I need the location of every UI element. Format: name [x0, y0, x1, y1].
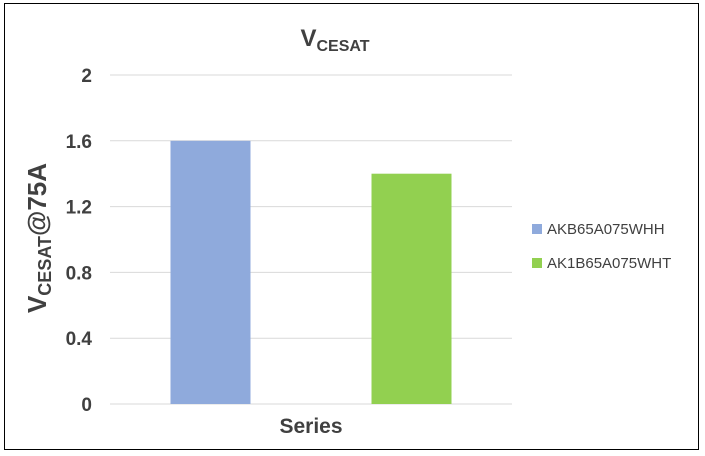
chart-title-main: V: [300, 25, 316, 52]
y-tick-label: 1.6: [66, 132, 92, 153]
y-tick-label: 0: [81, 395, 92, 416]
legend: AKB65A075WHH AK1B65A075WHT: [532, 221, 671, 272]
bars: [170, 140, 452, 405]
y-axis-label-subscript: CESAT: [35, 236, 55, 296]
y-axis-label: VCESAT@75A: [22, 163, 55, 313]
y-tick-label: 2: [81, 66, 92, 87]
legend-swatch: [532, 258, 542, 268]
y-tick-label: 1.2: [66, 198, 92, 219]
legend-label: AK1B65A075WHT: [547, 255, 671, 272]
x-axis-label: Series: [279, 415, 342, 438]
bar-2: [371, 173, 452, 404]
y-tick-label: 0.4: [66, 329, 93, 350]
chart-frame: [4, 3, 699, 450]
gridlines: [110, 74, 512, 405]
y-axis-ticks: 0 0.4 0.8 1.2 1.6 2: [66, 66, 93, 416]
bar-1: [170, 140, 251, 405]
chart-title-subscript: CESAT: [316, 38, 369, 55]
chart-title: VCESAT: [300, 25, 369, 55]
y-tick-label: 0.8: [66, 263, 92, 284]
y-axis-label-main: V: [22, 295, 52, 313]
legend-swatch: [532, 224, 542, 234]
y-axis-label-suffix: @75A: [22, 163, 52, 236]
legend-label: AKB65A075WHH: [547, 221, 665, 238]
